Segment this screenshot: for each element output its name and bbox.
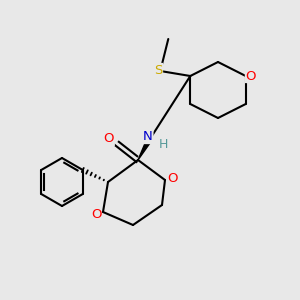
Text: O: O (104, 133, 114, 146)
Text: O: O (91, 208, 101, 221)
Text: O: O (167, 172, 177, 184)
Text: N: N (143, 130, 153, 143)
Text: H: H (158, 139, 168, 152)
Text: S: S (154, 64, 163, 76)
Polygon shape (138, 141, 150, 160)
Text: O: O (245, 70, 256, 83)
